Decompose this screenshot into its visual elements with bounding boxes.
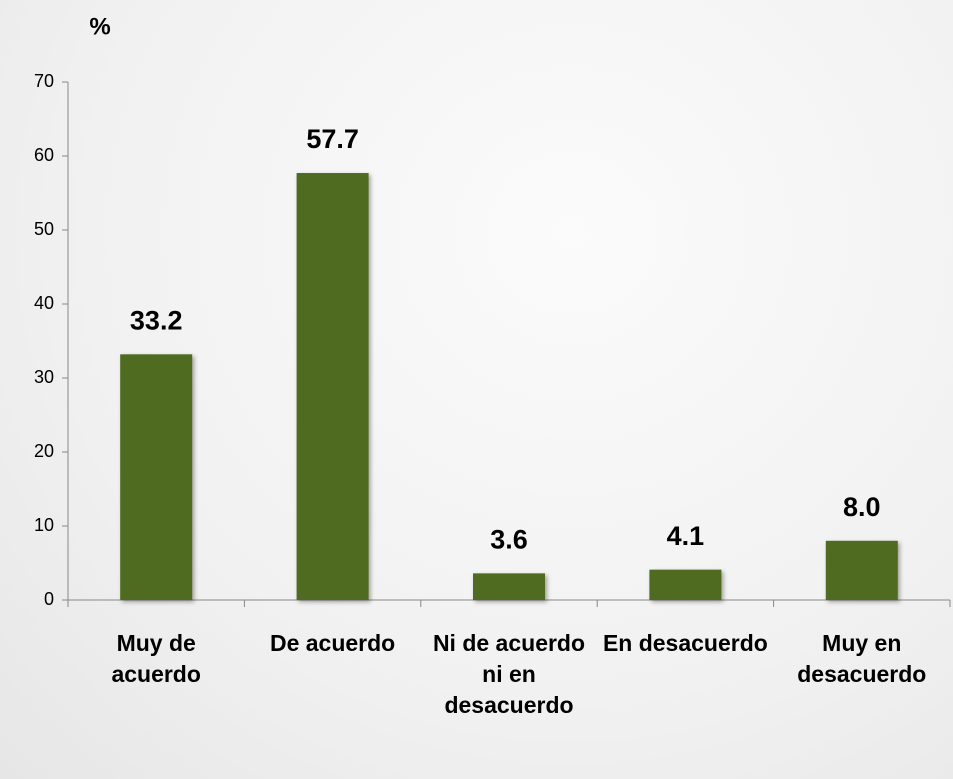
value-label: 8.0 [843, 492, 881, 522]
value-label: 33.2 [130, 305, 183, 335]
bar [120, 354, 193, 600]
x-tick-label: Ni de acuerdo ni en desacuerdo [432, 630, 586, 718]
value-label: 57.7 [306, 124, 359, 154]
y-tick-label: 40 [34, 293, 54, 313]
x-tick-label: Muy en desacuerdo [797, 630, 927, 687]
bar [296, 173, 369, 600]
bar [825, 540, 898, 600]
y-tick-label: 50 [34, 219, 54, 239]
y-tick-label: 60 [34, 145, 54, 165]
x-tick-label: De acuerdo [269, 630, 396, 656]
value-label: 3.6 [490, 524, 528, 554]
y-tick-label: 30 [34, 367, 54, 387]
x-tick-label: En desacuerdo [602, 630, 768, 656]
y-tick-label: 70 [34, 71, 54, 91]
y-tick-label: 20 [34, 441, 54, 461]
y-tick-label: 0 [44, 589, 54, 609]
y-tick-label: 10 [34, 515, 54, 535]
value-label: 4.1 [667, 521, 705, 551]
bar [473, 573, 545, 600]
y-axis-label: % [89, 13, 110, 40]
bar [649, 569, 722, 600]
x-tick-label: Muy de acuerdo [111, 630, 201, 687]
